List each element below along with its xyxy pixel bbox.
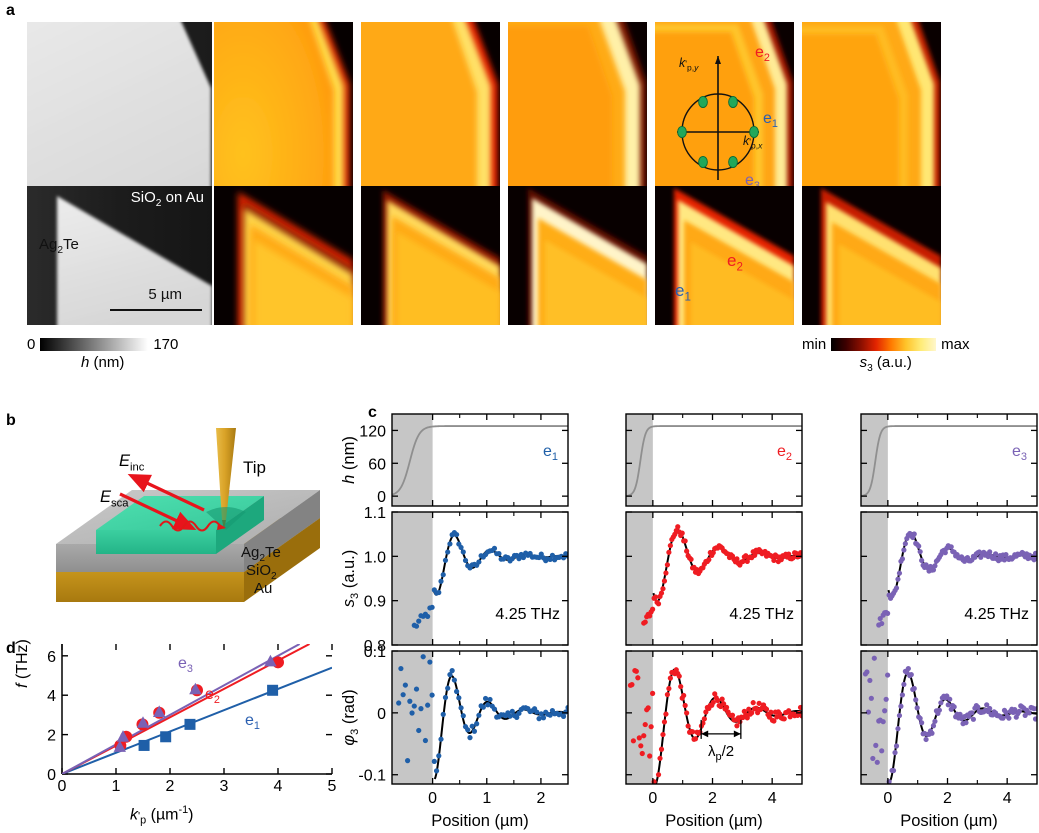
panel-b-label-esca: Esca <box>100 488 129 510</box>
colorbar-height-gradient <box>40 338 149 351</box>
svg-text:φ3 (rad): φ3 (rad) <box>340 689 361 745</box>
nearfield-image-1p89thz-row2 <box>214 186 353 325</box>
nearfield-label-e2: e2 <box>727 251 743 274</box>
panel-b-schematic <box>20 402 340 632</box>
afm-topography-image-row2: SiO2 on Au Ag2Te 5 µm <box>27 186 212 325</box>
svg-text:Position (µm): Position (µm) <box>431 812 529 830</box>
panel-b-label-au: Au <box>254 580 273 597</box>
svg-text:4: 4 <box>47 688 56 705</box>
panel-b-label-einc: Einc <box>119 452 145 474</box>
colorbar-height-title: h (nm) <box>81 354 125 371</box>
panel-a-letter: a <box>6 2 15 19</box>
nearfield-image-4p25thz-row2: e2 e1 <box>655 186 794 325</box>
colorbar-s3-title: s3 (a.u.) <box>859 354 912 374</box>
inset-label-e1: e1 <box>763 110 778 131</box>
nearfield-label-e1: e1 <box>675 281 691 304</box>
panel-d-label-e1: e1 <box>245 712 260 733</box>
colorbar-height: 0 170 h (nm) <box>27 336 178 371</box>
svg-text:1: 1 <box>482 790 491 807</box>
svg-text:0: 0 <box>428 790 437 807</box>
panel-b-label-ag2te: Ag2Te <box>241 544 281 564</box>
svg-text:4: 4 <box>274 778 283 795</box>
svg-text:0: 0 <box>47 767 56 784</box>
colorbar-s3: min max s3 (a.u.) <box>802 336 970 374</box>
svg-text:4: 4 <box>1003 790 1012 807</box>
afm-topography-image-row1: 5 µm <box>27 22 212 319</box>
svg-text:3: 3 <box>220 778 229 795</box>
svg-text:λp/2: λp/2 <box>708 743 734 763</box>
svg-text:1.1: 1.1 <box>364 505 386 522</box>
afm-label-ag2te: Ag2Te <box>39 236 79 256</box>
scalebar-label-row2: 5 µm <box>148 286 182 303</box>
svg-text:0: 0 <box>58 778 67 795</box>
panel-b-letter: b <box>6 412 16 429</box>
svg-text:0: 0 <box>377 489 386 506</box>
svg-text:2: 2 <box>943 790 952 807</box>
svg-text:4.25 THz: 4.25 THz <box>495 606 560 623</box>
svg-text:Position (µm): Position (µm) <box>665 812 763 830</box>
scalebar-line-row2 <box>110 308 202 311</box>
svg-text:2: 2 <box>708 790 717 807</box>
svg-text:0.1: 0.1 <box>364 644 386 661</box>
panel-c-letter: c <box>368 404 377 421</box>
colorbar-s3-max: max <box>941 336 970 353</box>
svg-text:Position (µm): Position (µm) <box>900 812 998 830</box>
nearfield-image-3p11thz-row2 <box>508 186 647 325</box>
svg-text:0.9: 0.9 <box>364 594 386 611</box>
inset-kx-axis-label: k'p,x <box>743 134 763 151</box>
svg-text:4.25 THz: 4.25 THz <box>729 606 794 623</box>
colorbar-s3-min: min <box>802 336 827 353</box>
panel-d-xlabel: k'p (µm-1) <box>130 804 194 827</box>
panel-d-chart: 0 1 2 3 4 5 0 2 4 6 <box>20 634 340 799</box>
panel-b-label-tip: Tip <box>243 458 266 477</box>
svg-text:5: 5 <box>328 778 337 795</box>
colorbar-height-max: 170 <box>153 336 179 353</box>
svg-text:s3 (a.u.): s3 (a.u.) <box>340 550 361 607</box>
panel-d-letter: d <box>6 640 16 657</box>
colorbar-height-min: 0 <box>27 336 36 353</box>
panel-d-ylabel: f (THz) <box>14 639 31 688</box>
panel-b-label-sio2: SiO2 <box>246 562 277 582</box>
svg-text:1: 1 <box>112 778 121 795</box>
svg-text:0: 0 <box>377 706 386 723</box>
svg-text:1.0: 1.0 <box>364 549 386 566</box>
svg-text:h (nm): h (nm) <box>340 436 358 484</box>
svg-text:2: 2 <box>536 790 545 807</box>
svg-text:2: 2 <box>166 778 175 795</box>
svg-text:0: 0 <box>883 790 892 807</box>
panel-d-label-e2: e2 <box>205 686 220 707</box>
panel-d-label-e3: e3 <box>178 655 193 676</box>
inset-momentum-diagram <box>677 56 759 180</box>
nearfield-image-2p52thz-row2 <box>361 186 500 325</box>
svg-text:2: 2 <box>47 728 56 745</box>
svg-text:-0.1: -0.1 <box>358 768 386 785</box>
svg-text:4: 4 <box>768 790 777 807</box>
colorbar-s3-gradient <box>831 338 937 351</box>
svg-text:120: 120 <box>359 423 386 440</box>
inset-ky-axis-label: k'p,y <box>679 56 699 73</box>
panel-c-grid: 0 60 120 e1 0.8 0.9 1.0 1.1 4.25 THz 0 1 2 -0.1 0 0.1 P… <box>340 398 1039 833</box>
svg-text:0: 0 <box>648 790 657 807</box>
inset-label-e2: e2 <box>755 44 770 65</box>
nearfield-image-5p67thz-row2 <box>802 186 941 325</box>
svg-text:0.8: 0.8 <box>364 638 386 655</box>
svg-text:60: 60 <box>368 456 386 473</box>
afm-label-sio2-on-au: SiO2 on Au <box>130 189 204 209</box>
svg-text:6: 6 <box>47 649 56 666</box>
svg-text:4.25 THz: 4.25 THz <box>964 606 1029 623</box>
